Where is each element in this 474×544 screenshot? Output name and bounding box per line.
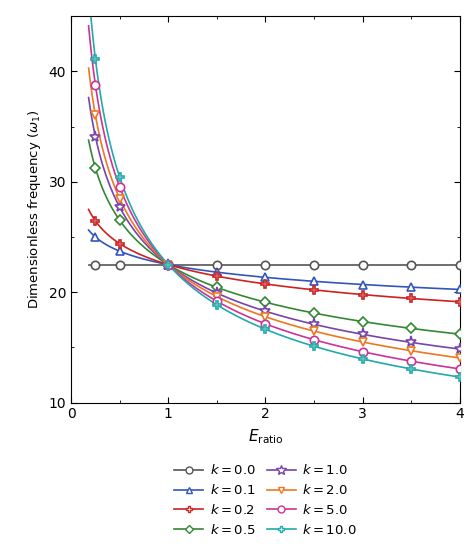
Y-axis label: Dimensionless frequency ($\omega_1$): Dimensionless frequency ($\omega_1$) (26, 109, 43, 310)
Legend: $k = 0.0$, $k = 0.1$, $k = 0.2$, $k = 0.5$, $k = 1.0$, $k = 2.0$, $k = 5.0$, $k : $k = 0.0$, $k = 0.1$, $k = 0.2$, $k = 0.… (174, 463, 356, 537)
X-axis label: $E_\mathrm{ratio}$: $E_\mathrm{ratio}$ (247, 427, 283, 446)
